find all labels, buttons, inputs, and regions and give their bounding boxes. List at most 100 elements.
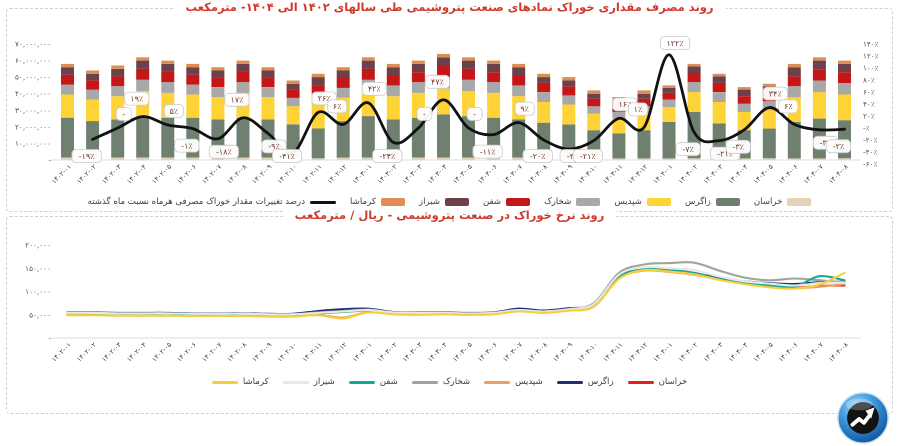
bar-segment-shafan bbox=[662, 92, 676, 100]
bar-segment-zagros bbox=[762, 128, 776, 159]
callout-box bbox=[174, 138, 200, 153]
bar-segment-shiraz bbox=[537, 77, 551, 83]
legend-label: زاگرس bbox=[684, 197, 711, 207]
bar-segment-shakharak bbox=[487, 82, 501, 93]
callout-label: -۹٪ bbox=[268, 142, 279, 151]
market-arrow-logo bbox=[837, 392, 889, 444]
legend-item-zagros: زاگرس bbox=[556, 377, 614, 387]
bar-segment-zagros bbox=[61, 117, 74, 158]
legend-swatch-icon bbox=[646, 198, 671, 206]
bar-segment-shakharak bbox=[462, 79, 475, 92]
bar-segment-zagros bbox=[411, 117, 425, 158]
legend-label: درصد تغییرات مقدار خوراک مصرفی هرماه نسب… bbox=[87, 197, 306, 207]
bar-segment-kermasha bbox=[411, 60, 425, 64]
svg-text:-: - bbox=[48, 156, 51, 165]
bar-segment-shafan bbox=[111, 76, 125, 87]
svg-text:۱۴۰۲-۱۱: ۱۴۰۲-۱۱ bbox=[301, 163, 324, 186]
bar-segment-shepdis bbox=[437, 88, 450, 115]
callout-box bbox=[466, 107, 483, 121]
svg-text:۱۴۰۲-۰۹: ۱۴۰۲-۰۹ bbox=[251, 163, 274, 186]
bar-segment-khorasan bbox=[186, 157, 200, 160]
bar-segment-kermasha bbox=[712, 73, 726, 77]
rate-line-zagros bbox=[66, 267, 846, 316]
callout-label: -۳٪ bbox=[820, 139, 831, 148]
svg-text:۱۴۰۲-۰۱: ۱۴۰۲-۰۱ bbox=[50, 341, 73, 364]
svg-text:۱۴۰۴-۰۲: ۱۴۰۴-۰۲ bbox=[677, 341, 700, 364]
bar-segment-kermasha bbox=[236, 60, 250, 64]
callout-label: -۱۸٪ bbox=[216, 148, 232, 157]
feed-consumption-chart: ۷۰,۰۰۰,۰۰۰ ۶۰,۰۰۰,۰۰۰ ۵۰,۰۰۰,۰۰۰ ۴۰,۰۰۰,۰۰۰… bbox=[15, 36, 879, 186]
bar-segment-khorasan bbox=[838, 158, 851, 160]
callout-label: -۷٪ bbox=[682, 145, 693, 154]
feed-rate-title: روند نرخ خوراک در صنعت پتروشیمی - ریال /… bbox=[282, 208, 617, 222]
callout-label: -۱٪ bbox=[181, 141, 192, 150]
bar-segment-shiraz bbox=[637, 93, 651, 99]
legend-item-shepdis: شپدیس bbox=[484, 377, 543, 387]
rate-line-kermasha bbox=[66, 268, 846, 320]
bar-segment-shakharak bbox=[286, 97, 300, 107]
svg-text:۱۴۰۳-۱۰: ۱۴۰۳-۱۰ bbox=[576, 163, 599, 186]
bar-segment-shafan bbox=[386, 75, 400, 86]
legend-label: خراسان bbox=[753, 197, 783, 207]
bar-segment-kermasha bbox=[562, 77, 576, 81]
bar-segment-shakharak bbox=[762, 101, 776, 110]
bar-segment-shafan bbox=[812, 69, 826, 81]
bar-segment-khorasan bbox=[462, 157, 475, 160]
svg-text:۱۴۰۳-۰۴: ۱۴۰۳-۰۴ bbox=[426, 341, 449, 364]
callout-box bbox=[372, 149, 403, 163]
bar-segment-kermasha bbox=[361, 57, 375, 61]
bar-segment-khorasan bbox=[261, 157, 275, 160]
bar-segment-kermasha bbox=[386, 63, 400, 68]
bar-segment-shafan bbox=[462, 68, 475, 80]
svg-text:۱۴۰۲-۱۰: ۱۴۰۲-۱۰ bbox=[276, 341, 299, 364]
bar-segment-shafan bbox=[211, 77, 225, 87]
callouts-layer: -۱۹٪-۱۹٪۵٪-۱٪-۱۸٪۱۷٪-۹٪-۴۱٪۲۶٪۶٪۴۲٪-۲۴٪-… bbox=[71, 36, 851, 163]
bar-segment-shepdis bbox=[712, 102, 726, 124]
bar-segment-shafan bbox=[411, 72, 425, 83]
svg-text:۱۴۰۴-۰۱: ۱۴۰۴-۰۱ bbox=[652, 163, 675, 186]
callout-box bbox=[725, 139, 751, 154]
svg-text:۱۴۰۳-۰۳: ۱۴۰۳-۰۳ bbox=[401, 341, 424, 364]
rate-lines-layer bbox=[66, 261, 846, 320]
callout-label: ۱۹٪ bbox=[130, 94, 143, 103]
bar-segment-khorasan bbox=[487, 157, 501, 160]
bar-segment-shepdis bbox=[186, 94, 200, 118]
callout-box bbox=[825, 139, 851, 154]
bar-segment-shepdis bbox=[812, 92, 826, 119]
bar-segment-shiraz bbox=[411, 63, 425, 73]
callout-box bbox=[572, 149, 603, 163]
svg-text:۱۴۰۳-۰۸: ۱۴۰۳-۰۸ bbox=[526, 341, 549, 364]
svg-text:۶۰٪: ۶۰٪ bbox=[863, 88, 875, 97]
bar-segment-shepdis bbox=[261, 97, 275, 120]
x-axis-labels: ۱۴۰۲-۰۱ ۱۴۰۲-۰۲ ۱۴۰۲-۰۳ ۱۴۰۲-۰۴ ۱۴۰۲-۰۵ ۱۴۰۲-… bbox=[50, 163, 850, 186]
svg-text:۱۴۰۴-۰۵: ۱۴۰۴-۰۵ bbox=[752, 163, 775, 186]
callout-label: ۶٪ bbox=[333, 102, 342, 111]
callout-label: -۳٪ bbox=[732, 143, 743, 152]
bar-segment-khorasan bbox=[111, 157, 125, 160]
bar-segment-khorasan bbox=[787, 158, 801, 160]
bar-segment-shakharak bbox=[612, 111, 626, 119]
bar-segment-shiraz bbox=[111, 68, 125, 77]
callout-label: ۱۲۲٪ bbox=[666, 39, 683, 48]
callout-label: ۲۶٪ bbox=[318, 94, 331, 103]
bar-segment-shakharak bbox=[587, 106, 601, 114]
svg-text:-٪: -٪ bbox=[863, 124, 870, 133]
bar-segment-shepdis bbox=[662, 107, 676, 122]
bar-segment-shepdis bbox=[61, 94, 74, 118]
svg-text:۱۴۰٪: ۱۴۰٪ bbox=[863, 40, 879, 49]
bar-segment-shiraz bbox=[838, 63, 851, 73]
bar-segment-shiraz bbox=[712, 76, 726, 83]
bar-segment-shiraz bbox=[462, 60, 475, 69]
bar-segment-kermasha bbox=[161, 60, 175, 64]
bar-segment-shepdis bbox=[838, 94, 851, 121]
svg-text:۱۴۰۲-۰۵: ۱۴۰۲-۰۵ bbox=[150, 163, 173, 186]
callout-label: ۶٪ bbox=[784, 102, 793, 111]
bar-segment-khorasan bbox=[762, 158, 776, 160]
legend-swatch-icon bbox=[348, 380, 375, 384]
bar-segment-shafan bbox=[286, 89, 300, 98]
rate-line-shiraz bbox=[66, 265, 846, 316]
bar-segment-kermasha bbox=[437, 53, 450, 58]
bar-segment-kermasha bbox=[61, 63, 74, 68]
rate-line-shafan bbox=[66, 267, 846, 316]
